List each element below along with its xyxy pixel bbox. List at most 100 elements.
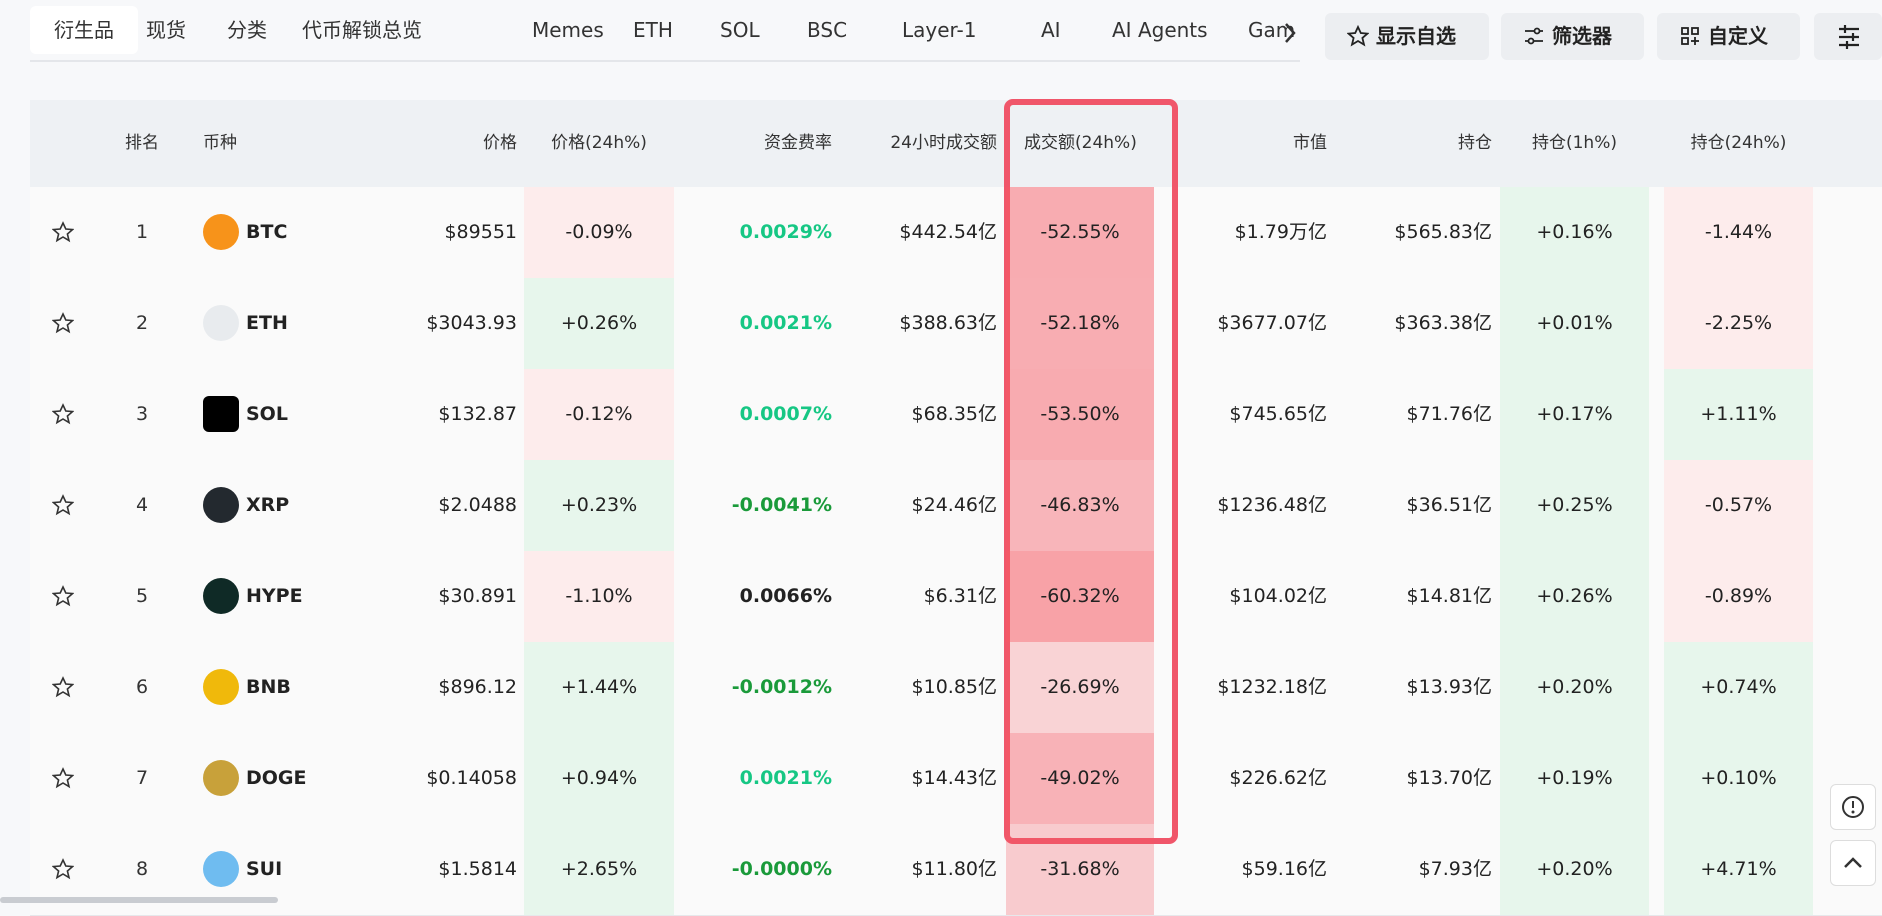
table-cell: 7 bbox=[135, 767, 149, 789]
table-cell: $7.93亿 bbox=[1418, 858, 1492, 880]
tab[interactable]: 分类 bbox=[227, 18, 267, 42]
table-cell: $10.85亿 bbox=[911, 676, 997, 698]
table-cell: -0.57% bbox=[1664, 460, 1813, 551]
column-header: 持仓 bbox=[1458, 133, 1492, 153]
tab-scroll-arrow[interactable] bbox=[1282, 20, 1298, 50]
table-cell: +0.10% bbox=[1664, 733, 1813, 824]
scroll-top-button[interactable] bbox=[1830, 840, 1876, 886]
table-cell: -0.89% bbox=[1664, 551, 1813, 642]
favorite-star[interactable] bbox=[51, 676, 75, 702]
table-cell: 0.0021% bbox=[739, 312, 832, 334]
table-cell: -60.32% bbox=[1006, 551, 1154, 642]
table-cell: -0.09% bbox=[524, 187, 674, 278]
tab[interactable]: ETH bbox=[633, 18, 673, 42]
tab[interactable]: SOL bbox=[720, 18, 760, 42]
table-cell: +2.65% bbox=[524, 824, 674, 915]
table-cell: $14.43亿 bbox=[911, 767, 997, 789]
table-cell: +0.17% bbox=[1500, 369, 1649, 460]
table-cell: $36.51亿 bbox=[1406, 494, 1492, 516]
table-cell: +0.26% bbox=[524, 278, 674, 369]
table-cell: +4.71% bbox=[1664, 824, 1813, 915]
tab[interactable]: 代币解锁总览 bbox=[302, 18, 422, 42]
coin-icon bbox=[203, 305, 239, 341]
coin-icon bbox=[203, 760, 239, 796]
table-header bbox=[30, 100, 1882, 187]
tab[interactable]: Layer-1 bbox=[902, 18, 977, 42]
table-cell: $1.79万亿 bbox=[1234, 221, 1327, 243]
table-cell: -49.02% bbox=[1006, 733, 1154, 824]
tab[interactable]: AI bbox=[1041, 18, 1061, 42]
table-cell: -0.0041% bbox=[731, 494, 832, 516]
table-cell: $11.80亿 bbox=[911, 858, 997, 880]
tab[interactable]: Memes bbox=[532, 18, 604, 42]
table-cell: -26.69% bbox=[1006, 642, 1154, 733]
help-button[interactable] bbox=[1830, 784, 1876, 830]
coin-icon bbox=[203, 578, 239, 614]
table-cell: $896.12 bbox=[438, 676, 517, 698]
coin-icon bbox=[203, 851, 239, 887]
table-cell: -53.50% bbox=[1006, 369, 1154, 460]
favorite-star[interactable] bbox=[51, 767, 75, 793]
tab[interactable]: AI Agents bbox=[1112, 18, 1208, 42]
table-cell: $104.02亿 bbox=[1229, 585, 1327, 607]
table-cell: $1.5814 bbox=[438, 858, 517, 880]
favorite-star[interactable] bbox=[51, 403, 75, 429]
favorite-star[interactable] bbox=[51, 858, 75, 884]
settings-button[interactable] bbox=[1814, 13, 1882, 60]
table-cell: +0.19% bbox=[1500, 733, 1649, 824]
table-cell: -1.44% bbox=[1664, 187, 1813, 278]
table-cell: -0.12% bbox=[524, 369, 674, 460]
coin-symbol: ETH bbox=[246, 312, 288, 334]
scrollbar bbox=[0, 897, 278, 903]
column-header: 市值 bbox=[1293, 133, 1327, 153]
table-cell: -52.18% bbox=[1006, 278, 1154, 369]
coin-symbol: HYPE bbox=[246, 585, 303, 607]
favorite-star[interactable] bbox=[51, 585, 75, 611]
table-cell: 1 bbox=[135, 221, 149, 243]
table-cell: -31.68% bbox=[1006, 824, 1154, 915]
favorite-star[interactable] bbox=[51, 312, 75, 338]
highlight-box bbox=[1004, 99, 1178, 844]
table-cell: 5 bbox=[135, 585, 149, 607]
table-cell: $13.70亿 bbox=[1406, 767, 1492, 789]
table-cell: $3043.93 bbox=[426, 312, 517, 334]
toolbar-button[interactable]: 自定义 bbox=[1657, 13, 1800, 60]
button-label: 筛选器 bbox=[1551, 24, 1612, 48]
favorite-star[interactable] bbox=[51, 494, 75, 520]
table-cell: $30.891 bbox=[438, 585, 517, 607]
column-header: 排名 bbox=[125, 133, 159, 153]
table-cell: +0.01% bbox=[1500, 278, 1649, 369]
column-header: 价格 bbox=[483, 133, 517, 153]
favorite-star[interactable] bbox=[51, 221, 75, 247]
table-cell: $132.87 bbox=[438, 403, 517, 425]
toolbar-button[interactable]: 显示自选 bbox=[1325, 13, 1489, 60]
coin-symbol: XRP bbox=[246, 494, 290, 516]
tab[interactable]: Gam bbox=[1248, 18, 1296, 42]
coin-symbol: BTC bbox=[246, 221, 288, 243]
table-cell: $24.46亿 bbox=[911, 494, 997, 516]
tab[interactable]: 衍生品 bbox=[30, 6, 138, 54]
coin-icon bbox=[203, 396, 239, 432]
toolbar-button[interactable]: 筛选器 bbox=[1501, 13, 1644, 60]
table-cell: $71.76亿 bbox=[1406, 403, 1492, 425]
coin-symbol: SUI bbox=[246, 858, 283, 880]
table-cell: +0.25% bbox=[1500, 460, 1649, 551]
tab[interactable]: 现货 bbox=[146, 18, 186, 42]
coin-icon bbox=[203, 669, 239, 705]
table-cell: -0.0012% bbox=[731, 676, 832, 698]
table-cell: +0.26% bbox=[1500, 551, 1649, 642]
tab[interactable]: BSC bbox=[807, 18, 848, 42]
table-cell: $59.16亿 bbox=[1241, 858, 1327, 880]
coin-icon bbox=[203, 487, 239, 523]
table-cell: $1232.18亿 bbox=[1217, 676, 1327, 698]
column-header: 持仓(24h%) bbox=[1690, 133, 1787, 153]
button-label: 显示自选 bbox=[1375, 24, 1456, 48]
table-cell: -46.83% bbox=[1006, 460, 1154, 551]
table-cell: +1.44% bbox=[524, 642, 674, 733]
table-cell: +0.23% bbox=[524, 460, 674, 551]
table-cell: -2.25% bbox=[1664, 278, 1813, 369]
table-cell: +1.11% bbox=[1664, 369, 1813, 460]
column-header: 持仓(1h%) bbox=[1531, 133, 1617, 153]
table-cell: $68.35亿 bbox=[911, 403, 997, 425]
